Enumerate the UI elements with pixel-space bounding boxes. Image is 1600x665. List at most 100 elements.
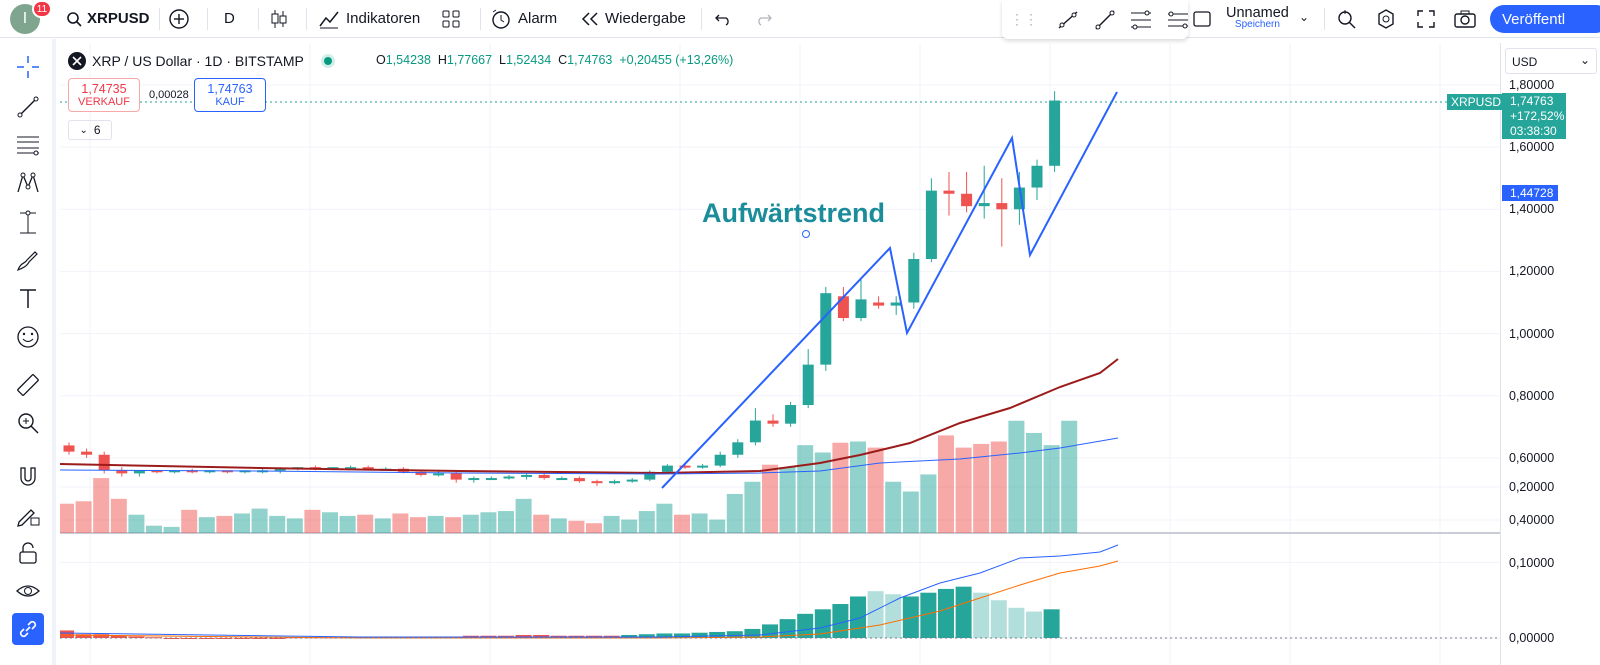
magnet-tool[interactable] — [12, 461, 44, 493]
trend-line-icon[interactable] — [1056, 8, 1079, 32]
sell-price: 1,74735 — [81, 82, 127, 96]
replay-button[interactable]: Wiedergabe — [580, 0, 686, 38]
undo-button[interactable] — [714, 0, 732, 38]
price-tick-label: 0,80000 — [1509, 388, 1555, 403]
crosshair-tool[interactable] — [12, 51, 44, 83]
pencil-lock-icon — [17, 509, 40, 527]
ruler-tool[interactable] — [12, 369, 44, 401]
candle-body — [943, 190, 955, 194]
candle-body — [749, 420, 761, 443]
alarm-button[interactable]: Alarm — [490, 0, 557, 38]
volume-bar — [603, 515, 620, 533]
interval-label: D — [224, 10, 235, 27]
histogram-bar — [269, 638, 286, 639]
publish-label: Veröffentl — [1502, 10, 1566, 28]
histogram-bar — [973, 592, 990, 638]
indicators-collapse-button[interactable]: ⌄ 6 — [68, 120, 112, 140]
redo-button[interactable] — [755, 0, 773, 38]
compare-button[interactable] — [168, 0, 190, 38]
brush-tool[interactable] — [12, 245, 44, 277]
quick-search-button[interactable] — [1335, 0, 1357, 38]
volume-bar — [779, 467, 796, 533]
emoji-tool[interactable] — [12, 321, 44, 353]
pattern-tool[interactable] — [12, 167, 44, 199]
price-tick-label: 1,60000 — [1509, 140, 1555, 155]
snapshot-button[interactable] — [1453, 0, 1477, 38]
volume-bar — [902, 491, 919, 533]
histogram-bar — [1026, 611, 1042, 638]
drag-handle-icon[interactable]: ⋮⋮ — [1010, 11, 1038, 27]
spread-value: 0,00028 — [149, 89, 189, 101]
volume-bar — [709, 519, 726, 533]
notification-badge: 11 — [32, 0, 52, 18]
candle-body — [679, 465, 691, 468]
text-tool[interactable] — [12, 283, 44, 315]
chevron-down-icon: ⌄ — [79, 124, 88, 136]
histogram-bar — [110, 635, 127, 638]
candle-body — [644, 471, 656, 480]
price-axis[interactable]: USD ⌄ 1,80000 1,60000 1,40000 1,20000 1,0000… — [1500, 43, 1600, 665]
symbol-search[interactable]: XRPUSD — [66, 0, 150, 38]
trendline-tool[interactable] — [12, 91, 44, 123]
volume-bar — [621, 519, 638, 533]
pattern-icon — [17, 172, 39, 193]
price-tick-label: 1,00000 — [1509, 326, 1555, 341]
ray-icon[interactable] — [1093, 8, 1116, 32]
zigzag-trend-line — [661, 91, 1118, 489]
hide-drawings-tool[interactable] — [12, 575, 44, 607]
candle-body — [433, 473, 445, 476]
lock-drawings-tool[interactable] — [12, 537, 44, 569]
candle-body — [204, 470, 216, 473]
volume-bar — [480, 512, 497, 533]
candle-body — [573, 478, 585, 482]
low-key: L — [499, 53, 506, 67]
chart-type-button[interactable] — [270, 0, 288, 38]
candle-body — [820, 293, 832, 365]
fullscreen-button[interactable] — [1416, 0, 1436, 38]
chart-grid — [60, 43, 1500, 665]
templates-button[interactable] — [442, 0, 460, 38]
volume-bar — [198, 517, 215, 533]
currency-selector[interactable]: USD ⌄ — [1505, 48, 1597, 74]
rectangle-tool-button[interactable] — [1192, 0, 1212, 38]
crosshair-price-label: 1,44728 — [1502, 185, 1558, 201]
stay-drawing-tool[interactable] — [12, 499, 44, 531]
settings-button[interactable] — [1375, 0, 1397, 38]
rectangle-icon — [1193, 10, 1211, 27]
price-range-icon — [20, 210, 36, 234]
chevron-down-icon[interactable]: ⌄ — [1299, 10, 1310, 24]
volume-bar — [445, 517, 462, 533]
trend-annotation[interactable]: Aufwärtstrend — [702, 198, 886, 228]
layout-selector[interactable]: Unnamed Speichern — [1226, 5, 1289, 30]
chart-canvas[interactable] — [60, 43, 1500, 665]
publish-button[interactable]: Veröffentl — [1490, 5, 1600, 33]
histogram-bar — [533, 634, 550, 638]
measure-range-tool[interactable] — [12, 207, 44, 239]
zoom-tool[interactable] — [12, 407, 44, 439]
text-icon — [20, 289, 36, 308]
fib-tool[interactable] — [12, 129, 44, 161]
sell-button[interactable]: 1,74735 VERKAUF — [68, 78, 140, 112]
volume-bar — [146, 525, 162, 533]
currency-label: USD — [1512, 55, 1538, 69]
interval-button[interactable]: D — [224, 0, 235, 38]
volume-bar — [762, 464, 778, 533]
channel-icon[interactable] — [1166, 8, 1189, 32]
symbol-title[interactable]: XRP / US Dollar · 1D · BITSTAMP — [92, 53, 304, 69]
volume-bar — [550, 518, 567, 533]
histogram-bar — [990, 600, 1007, 638]
volume-bar — [832, 442, 849, 533]
fib-icon[interactable] — [1129, 8, 1152, 32]
buy-button[interactable]: 1,74763 KAUF — [194, 78, 266, 112]
candle-body — [732, 442, 744, 455]
sync-drawings-tool[interactable] — [12, 613, 44, 645]
volume-bar — [269, 515, 286, 533]
volume-bar — [1026, 432, 1042, 533]
histogram-bar — [93, 634, 110, 638]
replay-label: Wiedergabe — [605, 10, 686, 27]
volume-bar — [498, 511, 514, 533]
candle-body — [785, 405, 797, 424]
high-value: 1,77667 — [446, 53, 493, 67]
indicators-button[interactable]: Indikatoren — [318, 0, 420, 38]
price-tick-label: 0,40000 — [1509, 513, 1555, 527]
